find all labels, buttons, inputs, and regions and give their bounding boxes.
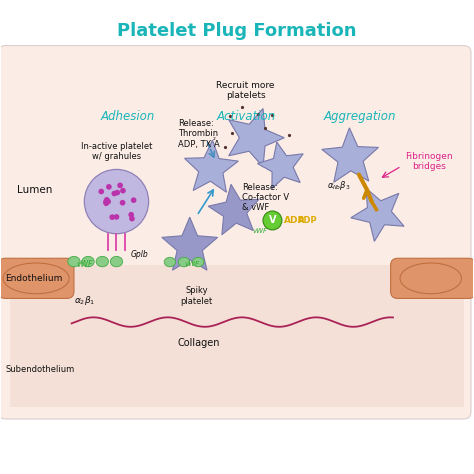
Ellipse shape xyxy=(164,257,175,267)
Text: V: V xyxy=(269,216,276,226)
Polygon shape xyxy=(228,109,284,167)
Text: Collagen: Collagen xyxy=(178,338,220,348)
Text: $\alpha_{IIb}\beta_3$: $\alpha_{IIb}\beta_3$ xyxy=(327,179,350,191)
Circle shape xyxy=(120,200,126,206)
Text: Subendothelium: Subendothelium xyxy=(5,365,75,374)
Ellipse shape xyxy=(178,257,190,267)
Circle shape xyxy=(104,197,109,203)
Circle shape xyxy=(131,197,137,203)
FancyBboxPatch shape xyxy=(62,265,398,292)
Ellipse shape xyxy=(82,256,94,267)
Ellipse shape xyxy=(68,256,80,267)
Polygon shape xyxy=(208,184,259,235)
Circle shape xyxy=(105,199,111,204)
Text: Recruit more
platelets: Recruit more platelets xyxy=(216,81,275,100)
FancyBboxPatch shape xyxy=(391,258,474,299)
Text: Activation: Activation xyxy=(217,110,276,123)
Text: vWF: vWF xyxy=(184,262,200,267)
Text: ADP: ADP xyxy=(284,216,305,225)
Text: Aggregation: Aggregation xyxy=(324,110,396,123)
Text: Spiky
platelet: Spiky platelet xyxy=(181,286,213,306)
Circle shape xyxy=(103,199,109,205)
Circle shape xyxy=(120,188,126,193)
Circle shape xyxy=(263,211,282,230)
Text: Adhesion: Adhesion xyxy=(101,110,155,123)
Ellipse shape xyxy=(400,263,462,294)
Text: ₂: ₂ xyxy=(212,135,215,141)
Ellipse shape xyxy=(192,257,204,267)
Ellipse shape xyxy=(110,256,123,267)
Circle shape xyxy=(117,182,123,188)
Circle shape xyxy=(128,212,134,218)
Text: vWF: vWF xyxy=(77,260,93,269)
Circle shape xyxy=(129,216,135,221)
Ellipse shape xyxy=(96,256,109,267)
FancyBboxPatch shape xyxy=(10,265,464,407)
Text: Platelet Plug Formation: Platelet Plug Formation xyxy=(117,22,357,40)
Text: Gplb: Gplb xyxy=(131,250,148,259)
Circle shape xyxy=(114,214,119,220)
Polygon shape xyxy=(322,128,378,182)
Text: In-active platelet
w/ grahules: In-active platelet w/ grahules xyxy=(81,142,152,161)
Circle shape xyxy=(115,190,120,195)
Circle shape xyxy=(84,169,149,234)
Circle shape xyxy=(111,191,117,196)
Circle shape xyxy=(99,189,104,194)
Circle shape xyxy=(109,214,115,220)
Text: ADP: ADP xyxy=(298,216,318,225)
Polygon shape xyxy=(351,188,404,241)
FancyBboxPatch shape xyxy=(0,258,74,299)
Text: vWF: vWF xyxy=(252,228,267,234)
Text: Lumen: Lumen xyxy=(17,185,53,195)
Circle shape xyxy=(106,184,112,190)
Polygon shape xyxy=(257,142,303,189)
Polygon shape xyxy=(162,217,218,270)
Text: $\alpha_2\beta_1$: $\alpha_2\beta_1$ xyxy=(74,294,96,307)
Text: Release:
Thrombin
ADP, TX A: Release: Thrombin ADP, TX A xyxy=(178,119,219,149)
Ellipse shape xyxy=(3,263,69,294)
FancyBboxPatch shape xyxy=(0,46,471,419)
Polygon shape xyxy=(184,140,238,192)
Text: Endothelium: Endothelium xyxy=(5,274,63,283)
Text: Fibrinogen
bridges: Fibrinogen bridges xyxy=(405,152,452,171)
Circle shape xyxy=(103,201,109,206)
Text: Release:
Co-factor V
& vWF: Release: Co-factor V & vWF xyxy=(242,182,289,212)
